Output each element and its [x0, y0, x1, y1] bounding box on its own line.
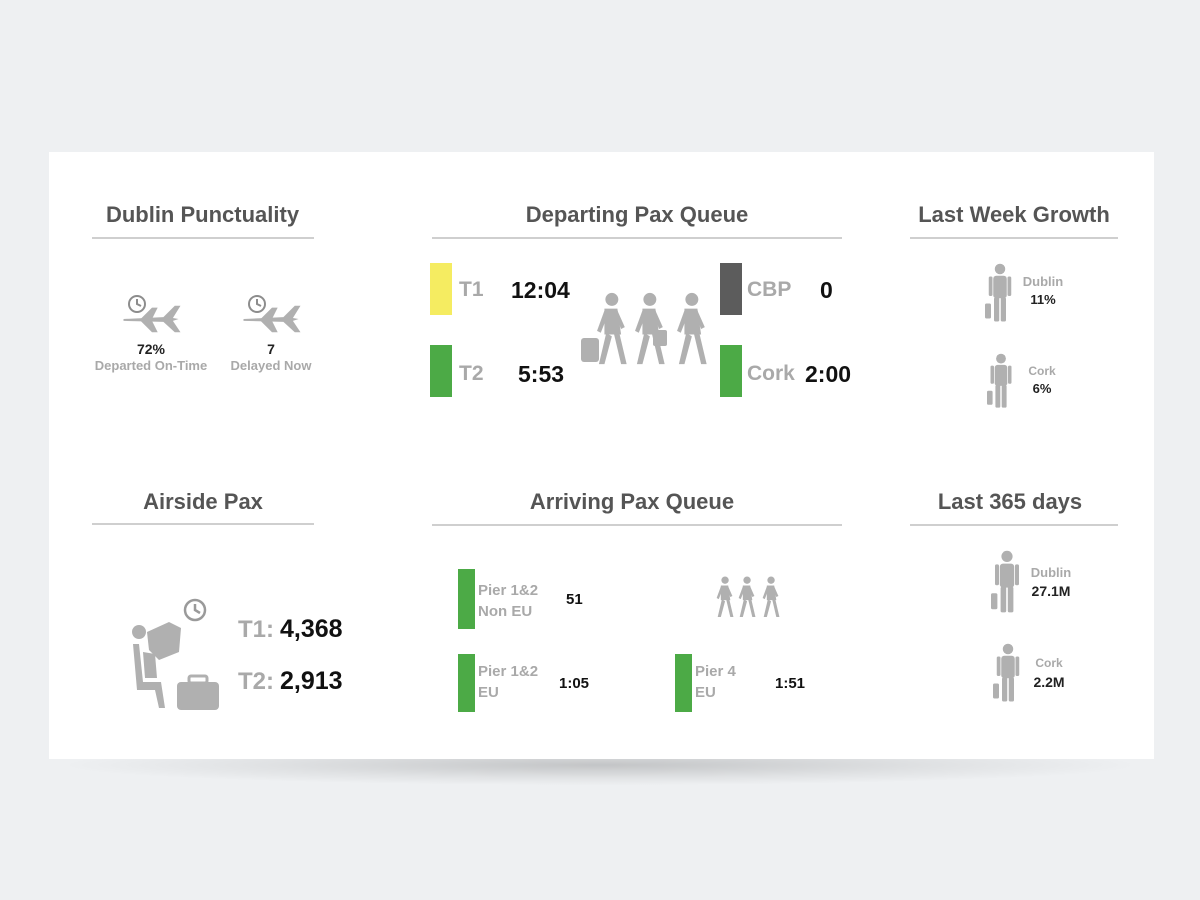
- walking-travellers-icon: [581, 290, 711, 370]
- dashboard-card: Dublin Punctuality 72% Departed On-Time …: [49, 152, 1154, 759]
- airside-pax-divider: [92, 523, 314, 525]
- pier12-eu-status-bar: [458, 654, 475, 712]
- pier4-eu-status-bar: [675, 654, 692, 712]
- year-dublin-label: Dublin: [1030, 565, 1072, 580]
- cbp-label: CBP: [747, 278, 792, 301]
- delayed-value: 7: [267, 341, 275, 357]
- airside-t1-value: 4,368: [280, 615, 343, 643]
- on-time-value: 72%: [136, 341, 166, 357]
- t1-status-bar: [430, 263, 452, 315]
- pier4-eu-queue-time: 1:51: [775, 675, 806, 692]
- year-cork-label: Cork: [1035, 656, 1063, 670]
- pier12-noneu-label: Pier 1&2 Non EU: [478, 582, 539, 620]
- cork-status-bar: [720, 345, 742, 397]
- airside-t2-label: T2:: [238, 668, 274, 695]
- delayed-label: Delayed Now: [230, 358, 312, 373]
- on-time-label: Departed On-Time: [94, 358, 208, 373]
- growth-cork-value: 6%: [1032, 381, 1052, 396]
- plane-clock-icon: [121, 294, 187, 334]
- arriving-queue-divider: [432, 524, 842, 526]
- pier12-eu-label: Pier 1&2 EU: [478, 663, 539, 701]
- airside-t1-label: T1:: [238, 616, 274, 643]
- traveller-suitcase-icon: [987, 348, 1015, 414]
- cork-label: Cork: [747, 362, 795, 385]
- year-cork-value: 2.2M: [1033, 674, 1065, 690]
- t2-status-bar: [430, 345, 452, 397]
- t1-queue-time: 12:04: [511, 277, 570, 303]
- walking-travellers-icon: [707, 576, 781, 620]
- airside-pax-title: Airside Pax: [143, 489, 263, 514]
- punctuality-divider: [92, 237, 314, 239]
- pier12-noneu-status-bar: [458, 569, 475, 629]
- t1-label: T1: [459, 278, 484, 301]
- pier12-eu-queue-time: 1:05: [559, 675, 590, 692]
- growth-dublin-label: Dublin: [1022, 274, 1064, 289]
- t2-label: T2: [459, 362, 484, 385]
- seated-passenger-icon: [125, 598, 235, 713]
- departing-queue-title: Departing Pax Queue: [525, 202, 749, 227]
- pier12-noneu-queue-time: 51: [566, 591, 583, 608]
- cbp-status-bar: [720, 263, 742, 315]
- last-365-title: Last 365 days: [937, 489, 1083, 514]
- last-week-growth-divider: [910, 237, 1118, 239]
- t2-queue-time: 5:53: [518, 361, 565, 387]
- growth-cork-label: Cork: [1028, 364, 1056, 378]
- airside-t2-value: 2,913: [280, 667, 343, 695]
- traveller-suitcase-icon: [993, 639, 1023, 707]
- cbp-queue-time: 0: [820, 277, 833, 303]
- plane-clock-icon: [241, 294, 307, 334]
- departing-queue-divider: [432, 237, 842, 239]
- traveller-suitcase-icon: [991, 546, 1023, 618]
- growth-dublin-value: 11%: [1030, 292, 1056, 307]
- cork-queue-time: 2:00: [805, 361, 852, 387]
- last-week-growth-title: Last Week Growth: [918, 202, 1110, 227]
- pier4-eu-label: Pier 4 EU: [695, 663, 736, 701]
- last-365-divider: [910, 524, 1118, 526]
- traveller-suitcase-icon: [985, 258, 1015, 328]
- punctuality-title: Dublin Punctuality: [105, 202, 300, 227]
- arriving-queue-title: Arriving Pax Queue: [529, 489, 735, 514]
- year-dublin-value: 27.1M: [1031, 583, 1071, 599]
